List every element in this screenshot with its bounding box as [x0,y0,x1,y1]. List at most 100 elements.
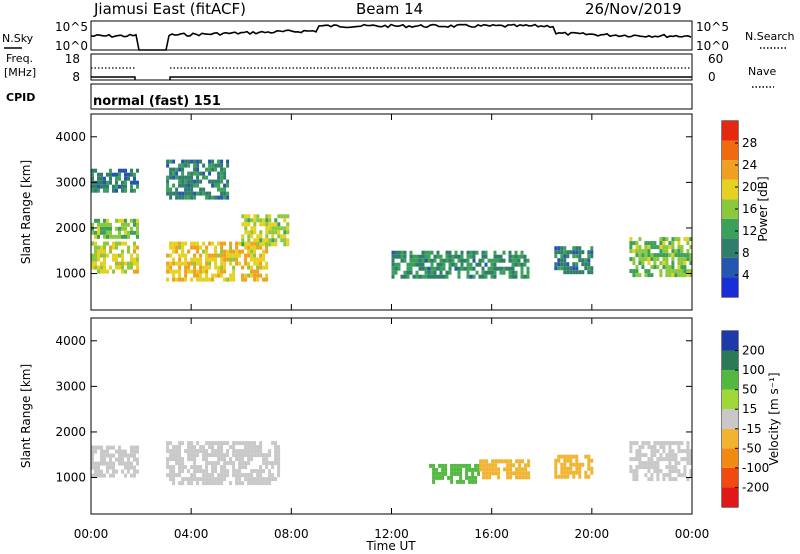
power-cell [175,269,179,274]
power-cell [136,257,139,262]
velocity-cell [650,465,654,470]
power-cell [644,257,648,262]
power-cell [674,273,678,278]
power-cell [172,171,176,176]
velocity-cell [235,449,239,454]
power-cell [259,242,263,247]
power-cell [647,241,651,246]
velocity-cell [259,441,263,446]
velocity-cell [232,453,236,458]
power-cell [409,266,413,271]
power-cell [641,261,645,266]
velocity-cell [518,471,522,476]
velocity-cell [259,469,263,474]
velocity-cell [683,473,687,478]
velocity-cell [130,449,133,454]
power-cell [277,234,281,239]
power-cell [403,254,407,259]
velocity-cell [220,445,224,450]
power-cell [118,172,121,177]
power-cell [199,277,203,282]
power-cell [106,253,109,258]
power-cell [490,262,494,267]
power-cell [247,273,251,278]
power-cell [121,265,124,270]
power-cell [499,254,503,259]
velocity-cell [166,449,170,454]
power-cell [566,266,570,271]
velocity-cell [575,466,579,471]
power-cell [689,245,693,250]
velocity-cell [450,475,454,480]
power-cell [665,261,669,266]
power-cell [124,269,127,274]
velocity-cell [256,473,260,478]
power-cell [587,270,591,275]
velocity-cell [247,457,251,462]
velocity-cell [647,457,651,462]
velocity-cell [130,445,133,450]
power-cell [223,167,227,172]
velocity-cell [217,461,221,466]
velocity-cell [232,449,236,454]
velocity-cell [271,473,275,478]
power-cell [247,214,251,219]
power-cell [265,245,269,250]
power-cell [232,273,236,278]
x-tick-label: 08:00 [274,527,309,541]
velocity-cell [172,449,176,454]
velocity-cell [202,481,206,486]
velocity-cell [241,465,245,470]
velocity-cell [220,457,224,462]
velocity-cell [250,449,254,454]
power-cell [433,270,437,275]
velocity-cell [277,469,281,474]
power-cell [391,262,395,267]
power-cell [280,214,284,219]
power-cell [244,257,248,262]
velocity-cell [193,449,197,454]
power-cell [121,234,124,239]
power-cell [184,265,188,270]
power-cell [635,249,639,254]
power-cell [241,238,245,243]
velocity-cell [229,461,233,466]
velocity-cell [578,466,582,471]
power-cell [511,254,515,259]
power-cell [190,175,194,180]
power-cell [196,245,200,250]
power-cell [106,241,109,246]
power-cell [526,258,530,263]
power-cell [250,273,254,278]
velocity-cell [97,473,100,478]
velocity-y-axis-label: Slant Range [km] [19,364,33,468]
power-cell [671,261,675,266]
power-cell [106,234,109,239]
power-cell [659,249,663,254]
power-cell [391,258,395,263]
power-cell [178,179,182,184]
power-cell [653,257,657,262]
power-cell [97,172,100,177]
velocity-cell [238,465,242,470]
velocity-cell [578,474,582,479]
power-cell [554,266,558,271]
velocity-colorbar-tick-label: 15 [742,402,757,416]
power-cell [448,262,452,267]
power-cell [109,245,112,250]
velocity-cell [199,445,203,450]
power-cell [169,167,173,172]
power-cell [130,253,133,258]
power-cell [121,218,124,223]
power-cell [133,218,136,223]
power-cell [406,262,410,267]
velocity-cell [494,459,498,464]
velocity-cell [468,475,472,480]
velocity-cell [683,457,687,462]
power-colorbar-tick-label: 4 [742,268,750,282]
velocity-cell [94,469,97,474]
velocity-cell [181,457,185,462]
velocity-cell [527,475,531,480]
power-cell [196,179,200,184]
power-cell [641,249,645,254]
